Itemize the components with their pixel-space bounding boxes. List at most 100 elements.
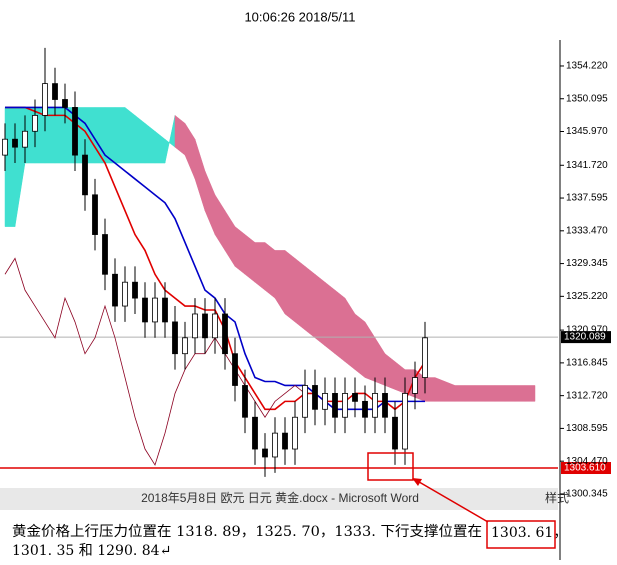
- y-tick-label: 1320.970: [566, 325, 608, 336]
- doc-line: 黄金价格上行压力位置在 1318. 89，1325. 70，1333. 下行支撑…: [12, 523, 482, 540]
- document-area: [0, 510, 558, 560]
- candle-body: [42, 83, 48, 116]
- y-tick-label: 1329.345: [566, 258, 608, 269]
- cloud-segment: [354, 313, 366, 379]
- y-tick-label: 1350.095: [566, 93, 608, 104]
- candle-body: [222, 313, 228, 355]
- candle-body: [252, 416, 258, 450]
- price-label-bg: [561, 331, 611, 344]
- doc-boxed-text: 1303. 61，: [491, 525, 567, 541]
- cloud-segment: [294, 257, 306, 331]
- price-label: 1303.610: [564, 463, 606, 474]
- cloud-segment: [474, 385, 486, 402]
- y-tick-label: 1300.345: [566, 489, 608, 500]
- cloud-segment: [284, 249, 296, 323]
- y-axis: 1320.089 1303.610 1354.220 1350.095 1345.970…: [560, 61, 611, 500]
- y-tick-label: 1345.970: [566, 126, 608, 137]
- candle-body: [382, 393, 388, 418]
- window-title: 2018年5月8日 欧元 日元 黄金.docx - Microsoft Word: [141, 490, 419, 505]
- candle-body: [72, 107, 78, 156]
- candle-body: [152, 297, 158, 323]
- y-tick-label: 1337.595: [566, 193, 608, 204]
- candle-body: [192, 313, 198, 339]
- arrow-head: [412, 478, 422, 486]
- candle-body: [422, 337, 428, 378]
- title-bar: [0, 488, 558, 510]
- candle-body: [262, 448, 268, 458]
- y-tick-label: 1308.595: [566, 423, 608, 434]
- cloud-segment: [514, 385, 526, 402]
- arrow: [413, 478, 489, 523]
- y-tick-label: 1341.720: [566, 160, 608, 171]
- candle-body: [342, 393, 348, 418]
- candle-body: [12, 138, 18, 148]
- cloud-segment: [324, 281, 336, 355]
- candle-body: [142, 297, 148, 323]
- cloud-segment: [434, 377, 446, 402]
- cloud-segment: [524, 385, 536, 402]
- candle-body: [352, 393, 358, 402]
- cloud-segment: [454, 385, 466, 402]
- cloud-segment: [244, 234, 256, 283]
- cloud-segment: [484, 385, 496, 402]
- candle-body: [92, 194, 98, 235]
- cloud-segment: [424, 377, 436, 402]
- candle-body: [132, 281, 138, 299]
- cloud-segment: [334, 289, 346, 363]
- candle-body: [302, 385, 308, 418]
- cloud-segment: [114, 107, 126, 164]
- cloud-segment: [264, 241, 276, 299]
- candle-body: [362, 400, 368, 418]
- candle-body: [312, 385, 318, 410]
- cloud-segment: [254, 242, 266, 291]
- candle-body: [32, 114, 38, 132]
- candle-body: [162, 297, 168, 323]
- cloud-segment: [504, 385, 516, 402]
- candle-body: [372, 393, 378, 418]
- candle-body: [282, 432, 288, 450]
- candle-body: [392, 416, 398, 450]
- cloud-segment: [464, 385, 476, 402]
- candle-body: [102, 234, 108, 275]
- y-tick-label: 1354.220: [566, 61, 608, 72]
- cloud-segment: [4, 107, 16, 227]
- candle-body: [332, 393, 338, 418]
- highlight-box: [367, 452, 414, 481]
- candle-body: [412, 377, 418, 394]
- cloud-segment: [314, 273, 326, 347]
- doc-line: 1301. 35 和 1290. 84↵: [12, 543, 171, 559]
- candle-body: [292, 416, 298, 450]
- word-window: 2018年5月8日 欧元 日元 黄金.docx - Microsoft Word…: [0, 488, 569, 560]
- chart-title: 10:06:26 2018/5/11: [244, 9, 355, 24]
- candle-body: [322, 393, 328, 410]
- y-tick-label: 1312.720: [566, 390, 608, 401]
- candle-body: [52, 83, 58, 100]
- y-tick-label: 1304.470: [566, 456, 608, 467]
- candle-body: [232, 353, 238, 386]
- cloud-segment: [134, 114, 146, 164]
- price-label: 1320.089: [564, 332, 606, 343]
- y-tick-label: 1333.470: [566, 225, 608, 236]
- candle-body: [122, 281, 128, 307]
- cloud-segment: [494, 385, 506, 402]
- cloud-segment: [234, 226, 246, 275]
- cloud-segment: [304, 265, 316, 339]
- candle-body: [112, 273, 118, 307]
- highlight-box: [486, 520, 556, 549]
- price-label-bg: [561, 462, 611, 475]
- y-tick-label: 1325.220: [566, 291, 608, 302]
- candle-body: [172, 321, 178, 355]
- candle-body: [402, 393, 408, 450]
- candle-body: [242, 385, 248, 418]
- cloud-segment: [104, 107, 116, 164]
- candle-body: [2, 138, 8, 156]
- candle-body: [212, 313, 218, 339]
- cloud-segment: [124, 106, 136, 164]
- candle-body: [202, 313, 208, 339]
- candle-body: [62, 99, 68, 108]
- candle-body: [272, 432, 278, 458]
- candle-body: [182, 337, 188, 355]
- y-tick-label: 1316.845: [566, 358, 608, 369]
- candle-body: [82, 154, 88, 196]
